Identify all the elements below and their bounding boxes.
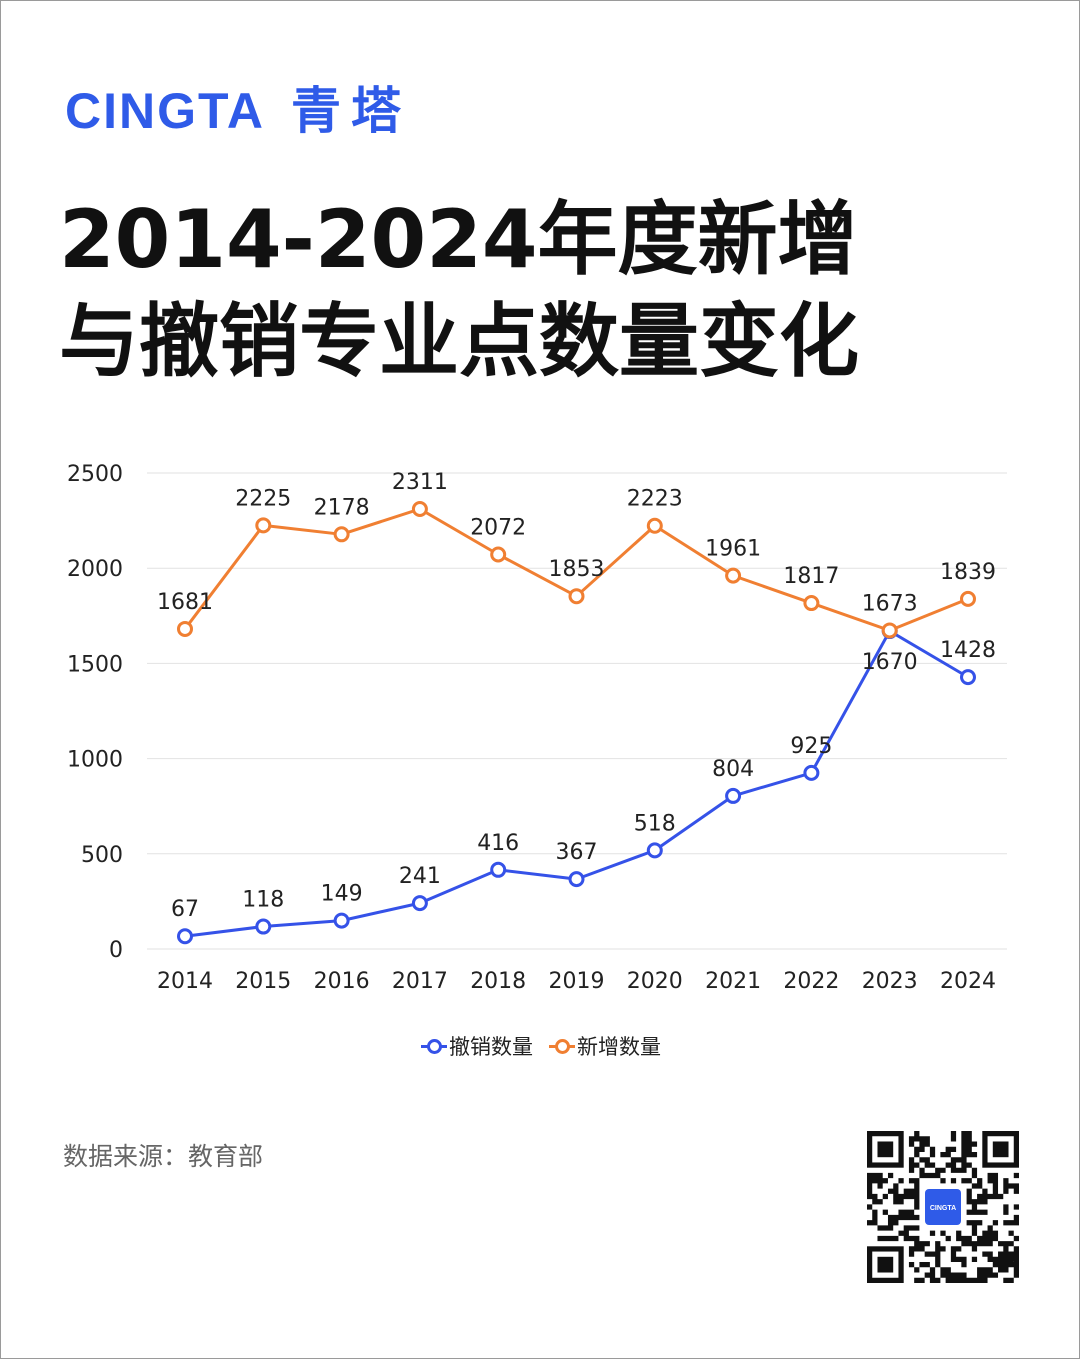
y-tick-label: 2000 xyxy=(67,557,123,582)
x-tick-label: 2018 xyxy=(470,969,526,994)
qr-finder-pattern xyxy=(982,1131,1019,1168)
brand-logo: CINGTA 青塔 xyxy=(65,71,411,143)
added-data-label: 2072 xyxy=(470,515,526,540)
qr-modules xyxy=(867,1131,1019,1283)
revoked-data-label: 67 xyxy=(171,897,199,922)
added-data-label: 1673 xyxy=(862,591,918,616)
revoked-data-label: 367 xyxy=(556,840,598,865)
x-tick-label: 2015 xyxy=(235,969,291,994)
revoked-data-point xyxy=(490,861,507,878)
added-data-point xyxy=(411,500,428,517)
qr-code-icon[interactable]: CINGTA xyxy=(867,1131,1019,1283)
qr-finder-pattern xyxy=(867,1131,904,1168)
y-tick-label: 2500 xyxy=(67,462,123,487)
x-tick-label: 2023 xyxy=(862,969,918,994)
added-data-point xyxy=(960,590,976,607)
added-data-label: 2178 xyxy=(314,495,370,520)
legend-item-revoked[interactable]: 撤销数量 xyxy=(421,1031,533,1061)
revoked-data-label: 1428 xyxy=(940,638,996,663)
revoked-data-label: 241 xyxy=(399,864,441,889)
line-chart: 0 500 1000 1500 2000 2500 2014 2015 2016 2017 2018… xyxy=(67,462,1007,994)
legend-item-added[interactable]: 新增数量 xyxy=(549,1031,661,1061)
added-data-point xyxy=(725,567,742,584)
added-data-point xyxy=(803,595,820,612)
added-data-label: 1839 xyxy=(940,560,996,585)
added-data-label: 1681 xyxy=(157,590,213,615)
x-tick-label: 2020 xyxy=(627,969,683,994)
y-tick-label: 0 xyxy=(109,938,123,963)
revoked-data-point xyxy=(568,871,585,888)
added-data-label: 2225 xyxy=(235,486,291,511)
revoked-data-point xyxy=(646,842,663,859)
revoked-data-label: 416 xyxy=(477,831,519,856)
added-data-label: 1817 xyxy=(783,564,839,589)
revoked-data-point xyxy=(725,787,742,804)
revoked-data-label: 518 xyxy=(634,811,676,836)
added-data-point xyxy=(333,526,350,543)
page-title: 2014-2024年度新增 与撤销专业点数量变化 xyxy=(59,189,859,393)
added-data-point xyxy=(255,517,272,534)
x-tick-label: 2024 xyxy=(940,969,996,994)
x-tick-label: 2019 xyxy=(549,969,605,994)
added-data-point xyxy=(490,546,507,563)
qr-logo-icon xyxy=(925,1189,961,1225)
brand-latin: CINGTA xyxy=(65,83,265,139)
revoked-data-point xyxy=(960,669,976,686)
revoked-data-label: 149 xyxy=(321,882,363,907)
title-line-1: 2014-2024年度新增 xyxy=(59,193,858,286)
legend-label-added: 新增数量 xyxy=(577,1035,661,1059)
added-data-point xyxy=(568,588,585,605)
added-data-point xyxy=(177,620,193,637)
qr-finder-pattern xyxy=(867,1246,904,1283)
revoked-data-label: 804 xyxy=(712,757,754,782)
y-tick-label: 1500 xyxy=(67,652,123,677)
legend-marker-revoked-icon xyxy=(421,1036,447,1056)
x-tick-label: 2017 xyxy=(392,969,448,994)
x-tick-label: 2021 xyxy=(705,969,761,994)
added-data-label: 1853 xyxy=(549,557,605,582)
revoked-data-label: 1670 xyxy=(862,650,918,675)
revoked-data-point xyxy=(333,912,350,929)
data-source: 数据来源：教育部 xyxy=(63,1142,264,1171)
x-tick-label: 2022 xyxy=(783,969,839,994)
revoked-data-label: 118 xyxy=(242,888,284,913)
revoked-data-point xyxy=(255,918,272,935)
added-data-point xyxy=(646,517,663,534)
x-tick-label: 2014 xyxy=(157,969,213,994)
x-tick-label: 2016 xyxy=(314,969,370,994)
y-tick-label: 500 xyxy=(81,843,123,868)
revoked-data-point xyxy=(411,895,428,912)
added-data-point xyxy=(881,622,898,639)
added-data-label: 1961 xyxy=(705,537,761,562)
chart-legend: 撤销数量 新增数量 xyxy=(1,1031,1079,1061)
y-tick-label: 1000 xyxy=(67,748,123,773)
brand-chinese: 青塔 xyxy=(290,83,411,139)
qr-logo-text: CINGTA xyxy=(930,1205,956,1212)
revoked-series-line xyxy=(184,629,969,938)
added-data-label: 2311 xyxy=(392,470,448,495)
added-data-label: 2223 xyxy=(627,487,683,512)
legend-label-revoked: 撤销数量 xyxy=(449,1035,533,1059)
revoked-data-point xyxy=(803,764,820,781)
revoked-data-point xyxy=(177,928,193,945)
legend-marker-added-icon xyxy=(549,1036,575,1056)
title-line-2: 与撤销专业点数量变化 xyxy=(59,295,859,388)
revoked-data-label: 925 xyxy=(790,734,832,759)
